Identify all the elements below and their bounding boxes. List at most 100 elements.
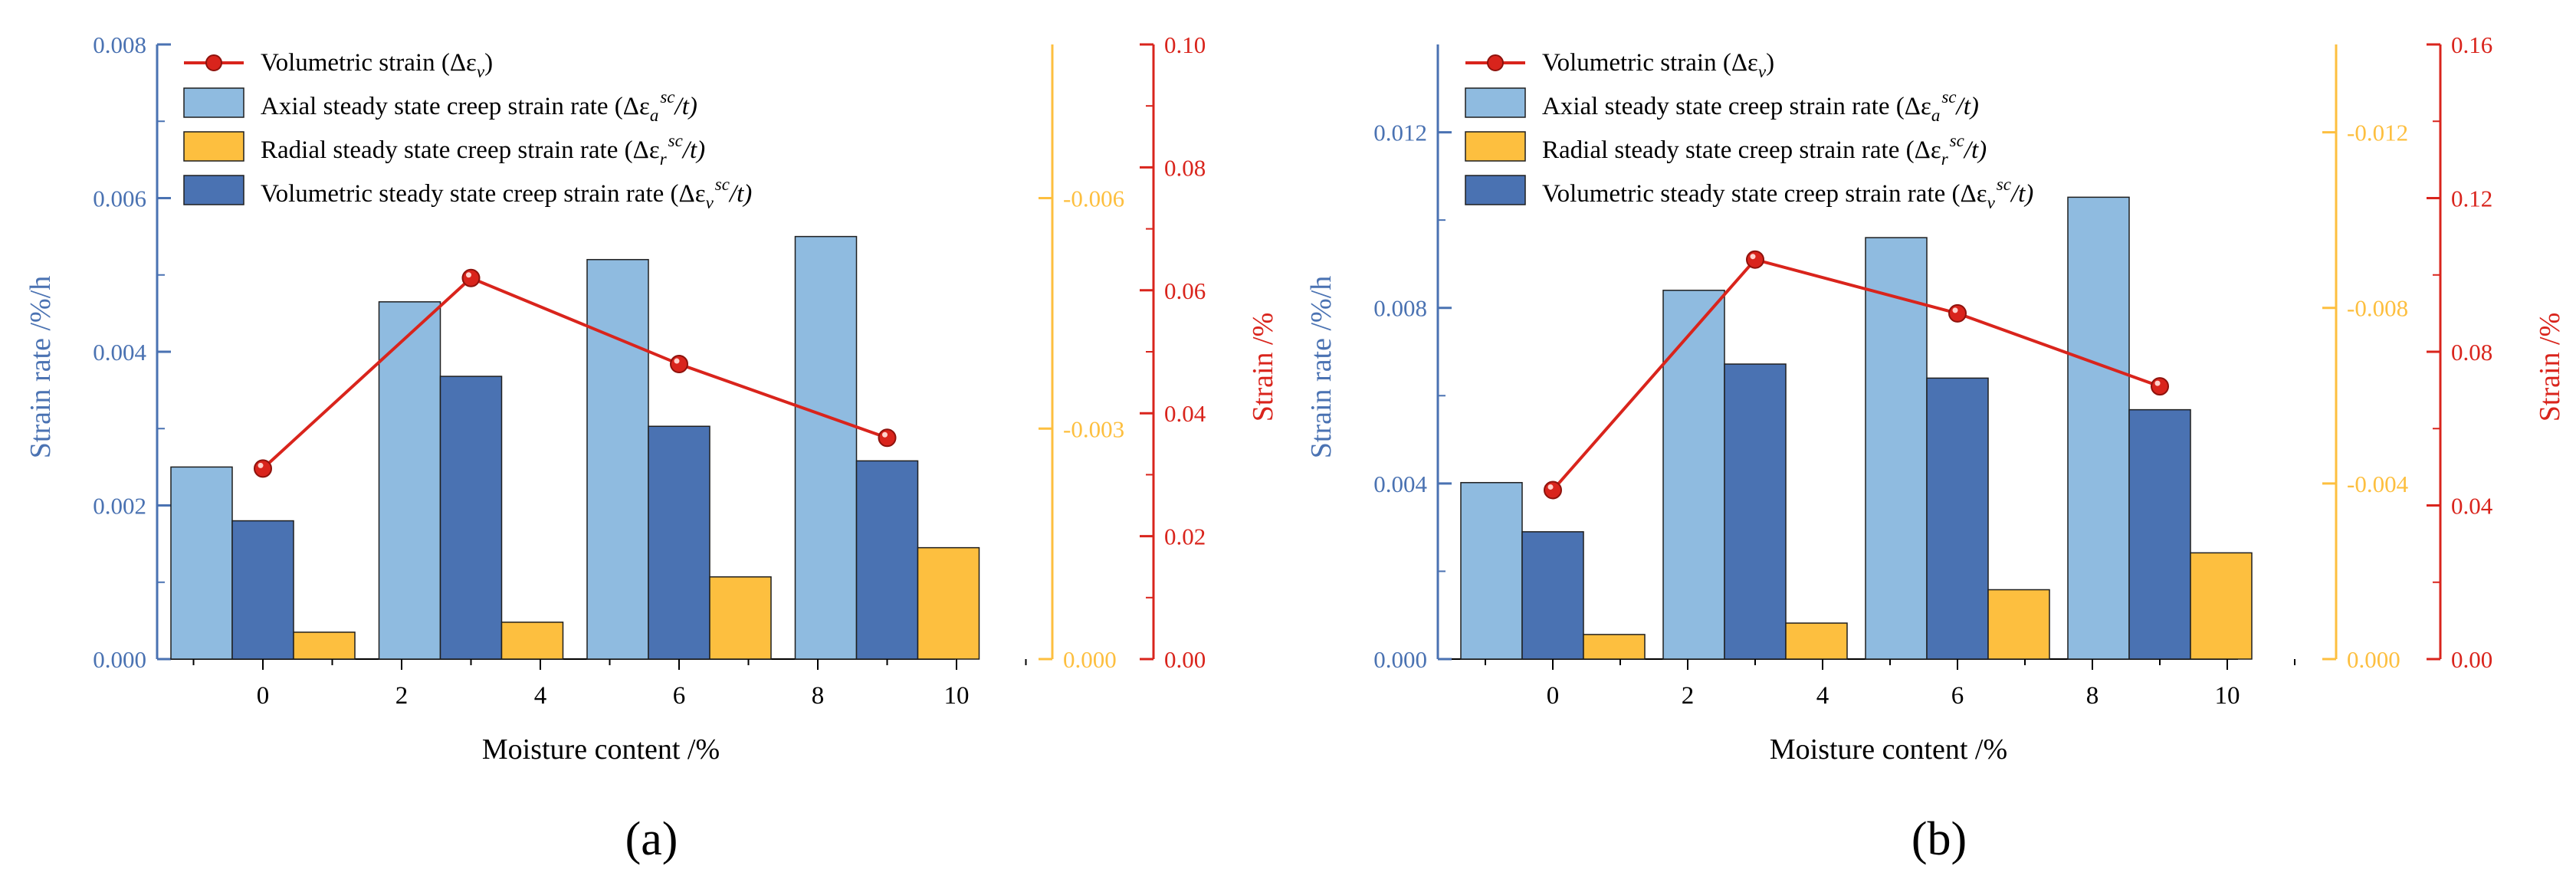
y-axis-title: Strain rate /%/h <box>25 276 57 458</box>
strain-point-highlight <box>1952 307 1958 313</box>
x-axis-title: Moisture content /% <box>482 733 720 766</box>
left-tick-label: 0.000 <box>93 646 146 673</box>
left-tick-label: 0.000 <box>1373 646 1427 673</box>
left-tick-label: 0.004 <box>93 339 146 366</box>
legend-swatch-volumetric <box>183 175 244 205</box>
x-tick-label: 8 <box>812 682 825 710</box>
bar-axial <box>794 235 858 660</box>
x-tick-label: 0 <box>1547 682 1560 710</box>
bar-radial <box>1583 634 1646 660</box>
x-tick-label: 10 <box>2215 682 2240 710</box>
bar-radial <box>917 546 980 660</box>
strain-tick-label: 0.04 <box>1164 400 1206 427</box>
x-tick-label: 4 <box>1816 682 1829 710</box>
x-tick-label: 4 <box>534 682 547 710</box>
strain-series-line <box>261 276 888 470</box>
left-tick-label: 0.002 <box>93 493 146 520</box>
y-axis-title: Strain rate /%/h <box>1305 276 1337 458</box>
radial-tick-label: -0.004 <box>2347 471 2409 497</box>
bar-radial <box>293 631 356 660</box>
x-tick-label: 6 <box>1951 682 1964 710</box>
strain-tick-label: 0.08 <box>2451 339 2492 366</box>
bar-axial <box>170 466 233 660</box>
bar-axial <box>1865 237 1928 660</box>
strain-tick-label: 0.04 <box>2451 493 2493 520</box>
left-tick-label: 0.004 <box>1373 471 1427 497</box>
legend-swatch-axial <box>1465 87 1526 118</box>
strain-axis-title: Strain /% <box>1247 313 1279 422</box>
bar-axial <box>1662 290 1725 660</box>
radial-tick-label: 0.000 <box>1063 646 1117 673</box>
x-tick-label: 0 <box>257 682 270 710</box>
bar-radial <box>1987 589 2050 660</box>
strain-tick-label: 0.00 <box>1164 646 1206 673</box>
x-tick-label: 10 <box>944 682 970 710</box>
bar-radial <box>1785 622 1848 660</box>
strain-point <box>1948 303 1967 323</box>
bar-volumetric <box>648 425 710 660</box>
strain-point <box>461 268 481 287</box>
radial-tick-label: 0.000 <box>2347 646 2400 673</box>
radial-tick-label: -0.012 <box>2347 120 2408 146</box>
left-tick-label: 0.006 <box>93 185 146 212</box>
strain-point-highlight <box>258 462 264 468</box>
legend-swatch-strain-marker <box>1487 54 1504 71</box>
bar-radial <box>500 622 564 660</box>
strain-point <box>878 428 897 448</box>
legend-label-radial: Radial steady state creep strain rate (Δ… <box>261 131 705 169</box>
strain-axis-title: Strain /% <box>2534 313 2566 422</box>
panel-label: (b) <box>1911 813 1967 865</box>
strain-point <box>1746 250 1764 269</box>
legend-label-axial: Axial steady state creep strain rate (Δε… <box>261 87 697 125</box>
strain-tick-label: 0.00 <box>2451 646 2492 673</box>
strain-point-highlight <box>1547 484 1554 490</box>
x-tick-label: 6 <box>673 682 686 710</box>
legend-label-radial: Radial steady state creep strain rate (Δ… <box>1542 131 1987 169</box>
bar-volumetric <box>855 460 919 660</box>
strain-point-highlight <box>2154 380 2161 386</box>
left-tick-label: 0.012 <box>1373 120 1427 146</box>
left-tick-label: 0.008 <box>93 31 146 58</box>
strain-point-highlight <box>1750 254 1756 260</box>
legend-label-strain: Volumetric strain (Δεv) <box>261 49 493 81</box>
bar-radial <box>2190 552 2253 660</box>
legend-swatch-volumetric <box>1465 175 1526 205</box>
radial-tick-label: -0.006 <box>1063 185 1124 212</box>
strain-tick-label: 0.08 <box>1164 154 1206 181</box>
bar-volumetric <box>1724 363 1787 660</box>
left-tick-label: 0.008 <box>1373 295 1427 322</box>
bar-volumetric <box>439 376 503 660</box>
legend-swatch-radial <box>183 131 244 162</box>
x-tick-label: 2 <box>1682 682 1695 710</box>
legend-swatch-strain-marker <box>205 54 222 71</box>
strain-point-highlight <box>466 272 471 278</box>
legend-label-strain: Volumetric strain (Δεv) <box>1542 49 1774 81</box>
strain-point <box>254 459 272 478</box>
bar-volumetric <box>2128 408 2191 660</box>
strain-tick-label: 0.16 <box>2451 31 2492 58</box>
strain-point-highlight <box>882 431 888 438</box>
bar-axial <box>2067 196 2130 660</box>
strain-tick-label: 0.10 <box>1164 31 1206 58</box>
legend-swatch-radial <box>1465 131 1526 162</box>
legend-label-axial: Axial steady state creep strain rate (Δε… <box>1542 87 1979 125</box>
panel-label: (a) <box>625 813 678 865</box>
strain-point <box>2151 377 2169 396</box>
strain-tick-label: 0.02 <box>1164 523 1206 550</box>
bar-axial <box>586 258 649 660</box>
bar-volumetric <box>1926 377 1989 660</box>
legend-label-volumetric: Volumetric steady state creep strain rat… <box>1542 175 2033 212</box>
strain-point <box>1544 481 1562 500</box>
bar-volumetric <box>1521 531 1584 660</box>
strain-point <box>670 355 688 374</box>
bar-volumetric <box>231 520 294 660</box>
legend-label-volumetric: Volumetric steady state creep strain rat… <box>261 175 752 212</box>
bar-axial <box>1460 481 1523 660</box>
strain-series-line <box>1551 258 2161 491</box>
strain-tick-label: 0.06 <box>1164 277 1206 304</box>
x-tick-label: 8 <box>2086 682 2099 710</box>
radial-tick-label: -0.008 <box>2347 295 2408 322</box>
